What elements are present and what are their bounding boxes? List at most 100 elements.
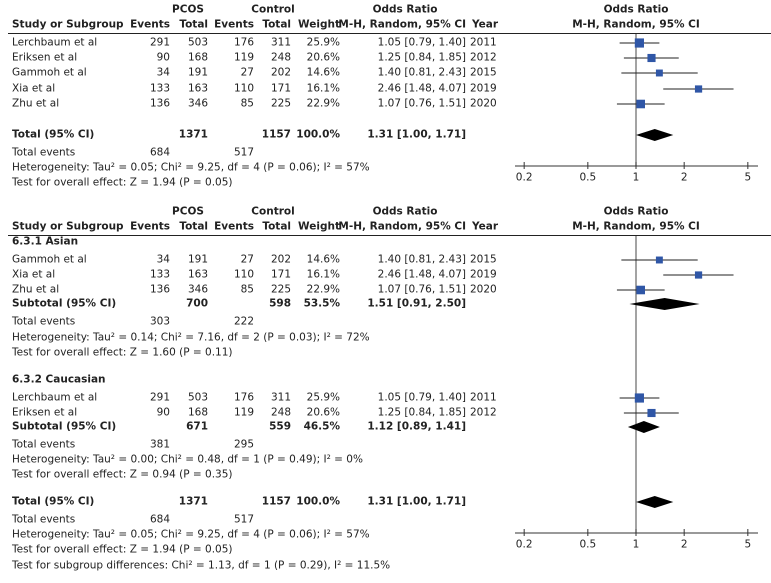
- summary-statistic-text: Test for subgroup differences: Chi² = 1.…: [12, 559, 391, 572]
- study-year: 2011: [470, 36, 497, 49]
- x-tick-label: 0.5: [579, 171, 597, 184]
- x-tick-label: 5: [744, 538, 752, 551]
- or-method-header: M-H, Random, 95% CI: [338, 18, 466, 31]
- summary-statistic-text: Heterogeneity: Tau² = 0.14; Chi² = 7.16,…: [12, 331, 370, 344]
- study-point-square: [655, 69, 663, 77]
- total-events-label: Total events: [12, 513, 76, 526]
- plot-odds-ratio-header: Odds Ratio: [603, 205, 669, 218]
- pcos-total-header: Total: [179, 220, 208, 233]
- control-events: 119: [233, 406, 254, 419]
- odds-ratio-ci: 1.05 [0.79, 1.40]: [377, 36, 466, 49]
- weight-value: 100.0%: [296, 495, 340, 508]
- study-year: 2015: [470, 66, 497, 79]
- total-events-label: Total events: [12, 315, 76, 328]
- control-total: 171: [270, 82, 291, 95]
- summary-statistic-text: Test for overall effect: Z = 1.94 (P = 0…: [12, 176, 233, 189]
- weight-value: 14.6%: [306, 66, 340, 79]
- study-year: 2019: [470, 82, 497, 95]
- study-year: 2020: [470, 97, 497, 110]
- pcos-total-events: 684: [149, 513, 170, 526]
- pooled-diamond: [636, 496, 674, 508]
- pcos-group-header: PCOS: [172, 3, 204, 16]
- pcos-total: 700: [186, 297, 208, 310]
- study-point-square: [636, 285, 645, 295]
- control-group-header: Control: [251, 205, 295, 218]
- x-tick-label: 2: [680, 171, 688, 184]
- pooled-diamond: [636, 129, 674, 141]
- weight-value: 20.6%: [306, 406, 340, 419]
- study-point-square: [694, 85, 703, 93]
- x-tick-label: 0.5: [579, 538, 597, 551]
- weight-value: 46.5%: [303, 420, 340, 433]
- x-tick-label: 1: [632, 538, 640, 551]
- x-tick-label: 2: [680, 538, 688, 551]
- weight-value: 53.5%: [303, 297, 340, 310]
- control-events: 27: [240, 66, 254, 79]
- summary-statistic-text: Heterogeneity: Tau² = 0.05; Chi² = 9.25,…: [12, 528, 370, 541]
- control-total: 225: [270, 97, 291, 110]
- study-name: Eriksen et al: [12, 406, 78, 419]
- pooled-estimate-label: Subtotal (95% CI): [12, 420, 117, 433]
- control-total-header: Total: [262, 18, 291, 31]
- control-total-events: 222: [233, 315, 254, 328]
- odds-ratio-ci: 1.31 [1.00, 1.71]: [367, 495, 466, 508]
- control-total: 225: [270, 283, 291, 296]
- study-point-square: [634, 38, 644, 48]
- pcos-events: 34: [156, 66, 170, 79]
- study-name: Xia et al: [12, 82, 56, 95]
- control-total: 311: [270, 36, 291, 49]
- pcos-total-events: 303: [149, 315, 170, 328]
- study-point-square: [655, 256, 663, 264]
- odds-ratio-ci: 1.31 [1.00, 1.71]: [367, 128, 466, 141]
- weight-value: 16.1%: [306, 268, 340, 281]
- odds-ratio-ci: 1.40 [0.81, 2.43]: [377, 66, 466, 79]
- total-events-label: Total events: [12, 146, 76, 159]
- control-total-events: 517: [233, 146, 254, 159]
- study-year: 2012: [470, 51, 497, 64]
- control-total: 171: [270, 268, 291, 281]
- summary-statistic-text: Test for overall effect: Z = 1.60 (P = 0…: [12, 346, 233, 359]
- odds-ratio-ci: 1.12 [0.89, 1.41]: [367, 420, 466, 433]
- control-total: 248: [270, 406, 291, 419]
- pcos-total: 191: [187, 253, 208, 266]
- study-point-square: [634, 393, 644, 403]
- pcos-events-header: Events: [130, 220, 170, 233]
- total-events-label: Total events: [12, 438, 76, 451]
- control-total: 559: [269, 420, 291, 433]
- control-events: 85: [240, 283, 254, 296]
- x-tick-label: 0.2: [515, 171, 533, 184]
- x-tick-label: 1: [632, 171, 640, 184]
- study-point-square: [647, 53, 656, 63]
- pcos-events-header: Events: [130, 18, 170, 31]
- pcos-events: 133: [149, 268, 170, 281]
- control-total: 1157: [261, 128, 291, 141]
- weight-value: 14.6%: [306, 253, 340, 266]
- control-group-header: Control: [251, 3, 295, 16]
- control-total: 311: [270, 391, 291, 404]
- study-name: Gammoh et al: [12, 253, 87, 266]
- plot-method-header: M-H, Random, 95% CI: [572, 18, 700, 31]
- odds-ratio-header: Odds Ratio: [372, 3, 438, 16]
- pcos-total: 168: [187, 406, 208, 419]
- pcos-events: 136: [149, 97, 170, 110]
- study-name: Lerchbaum et al: [12, 36, 98, 49]
- control-events: 110: [233, 268, 254, 281]
- odds-ratio-ci: 1.07 [0.76, 1.51]: [377, 97, 466, 110]
- pcos-total: 346: [187, 97, 208, 110]
- control-total: 598: [269, 297, 291, 310]
- pcos-total: 503: [187, 36, 208, 49]
- control-total: 202: [270, 253, 291, 266]
- study-year: 2019: [470, 268, 497, 281]
- weight-value: 22.9%: [306, 97, 340, 110]
- study-column-header: Study or Subgroup: [12, 18, 124, 31]
- pooled-diamond: [627, 421, 660, 433]
- odds-ratio-ci: 1.07 [0.76, 1.51]: [377, 283, 466, 296]
- study-name: Zhu et al: [12, 283, 60, 296]
- pcos-total-header: Total: [179, 18, 208, 31]
- pooled-estimate-label: Total (95% CI): [12, 495, 95, 508]
- weight-value: 20.6%: [306, 51, 340, 64]
- x-tick-label: 5: [744, 171, 752, 184]
- control-events-header: Events: [214, 18, 254, 31]
- study-point-square: [647, 408, 656, 418]
